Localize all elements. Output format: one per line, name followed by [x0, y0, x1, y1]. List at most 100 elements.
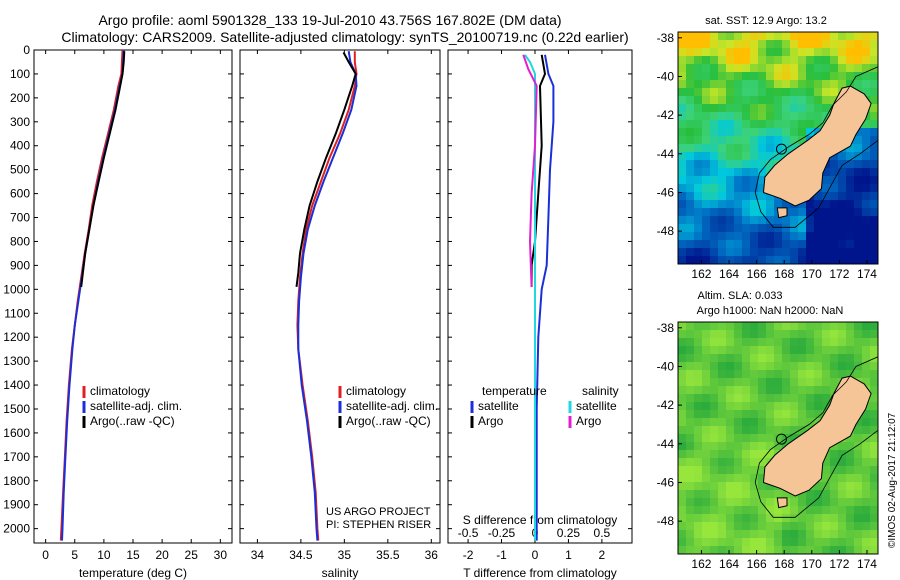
header-title-line1: Argo profile: aoml 5901328_133 19-Jul-20… [98, 12, 562, 28]
x-tick-label: 5 [71, 548, 78, 562]
map-y-tick-label: -44 [657, 437, 675, 451]
x-tick-label: 30 [214, 548, 228, 562]
series-line-satellite-adj-clim- [297, 51, 358, 541]
y-tick-label: 600 [10, 187, 30, 201]
map-x-tick-label: 172 [829, 557, 849, 571]
map-x-tick-label: 162 [691, 267, 711, 281]
map-y-tick-label: -44 [657, 147, 675, 161]
map-grid-sst [678, 32, 878, 264]
map-x-tick-label: 166 [747, 557, 767, 571]
map-x-tick-label: 172 [829, 267, 849, 281]
legend-label: Argo(..raw -QC) [346, 414, 431, 428]
south-island-land [762, 375, 872, 497]
map-sla [677, 321, 879, 555]
stewart-island-land [776, 207, 788, 219]
x-tick-label: 0 [42, 548, 49, 562]
map-subtitle-sla: Argo h1000: NaN h2000: NaN [697, 305, 844, 317]
x-tick-label: 0 [532, 548, 539, 562]
series-line-argo-raw-qc- [295, 51, 357, 288]
map-x-tick-label: 166 [747, 267, 767, 281]
map-grid-sla [678, 322, 878, 554]
map-y-tick-label: -42 [657, 108, 675, 122]
legend-label: climatology [90, 384, 150, 398]
x-tick-label: 34.5 [289, 548, 313, 562]
legend-label: Argo(..raw -QC) [90, 414, 175, 428]
map-title-sla: Altim. SLA: 0.033 [698, 290, 783, 302]
y-tick-label: 1700 [3, 450, 30, 464]
legend-title-salinity: salinity [582, 384, 619, 398]
x-axis-top-label: S difference from climatology [463, 513, 618, 527]
y-tick-label: 100 [10, 67, 30, 81]
credit-pi: PI: STEPHEN RISER [326, 519, 432, 531]
argo-position-marker [775, 143, 787, 155]
legend-label: satellite-adj. clim. [90, 399, 182, 413]
legend-label: Argo [478, 414, 504, 428]
x-tick-label: 15 [126, 548, 140, 562]
x-tick-label: -1 [496, 548, 507, 562]
y-tick-label: 1600 [3, 426, 30, 440]
plot-frame-temperature-profile [33, 49, 233, 544]
y-tick-label: 500 [10, 163, 30, 177]
y-tick-label: 400 [10, 139, 30, 153]
y-tick-label: 700 [10, 211, 30, 225]
map-y-tick-label: -42 [657, 398, 675, 412]
map-y-tick-label: -46 [657, 185, 675, 199]
x-tick-label: 25 [185, 548, 199, 562]
depth-contour [754, 356, 878, 518]
map-y-tick-label: -48 [657, 514, 675, 528]
x-tick-top-label: -0.5 [458, 526, 479, 540]
map-y-tick-label: -40 [657, 359, 675, 373]
y-tick-label: 0 [23, 43, 30, 57]
credit-project: US ARGO PROJECT [326, 506, 431, 518]
map-x-tick-label: 164 [719, 557, 739, 571]
imos-timestamp: ©IMOS 02-Aug-2017 21:12:07 [887, 412, 898, 548]
map-sst [677, 31, 879, 265]
map-y-tick-label: -48 [657, 224, 675, 238]
map-x-tick-label: 174 [857, 267, 877, 281]
legend-label: satellite [478, 399, 519, 413]
map-x-tick-label: 170 [802, 267, 822, 281]
south-island-land [762, 85, 872, 207]
map-frame [677, 321, 879, 555]
series-line-temperature-satellite [535, 54, 555, 541]
series-line-temperature-argo [530, 54, 547, 287]
y-tick-label: 800 [10, 234, 30, 248]
y-tick-label: 300 [10, 115, 30, 129]
x-tick-label: 36 [425, 548, 439, 562]
x-tick-label: 20 [155, 548, 169, 562]
map-y-tick-label: -40 [657, 69, 675, 83]
y-tick-label: 1100 [4, 306, 30, 320]
header-title-line2: Climatology: CARS2009. Satellite-adjuste… [61, 29, 629, 45]
series-line-argo-raw-qc- [80, 51, 126, 288]
legend-label: satellite-adj. clim. [346, 399, 438, 413]
legend-label: satellite [576, 399, 617, 413]
map-x-tick-label: 170 [802, 557, 822, 571]
stewart-island-land [776, 497, 788, 509]
series-line-salinity-argo [522, 54, 538, 287]
x-axis-label: salinity [322, 566, 359, 580]
map-y-tick-label: -38 [657, 321, 675, 335]
legend-label: Argo [576, 414, 602, 428]
x-axis-label: temperature (deg C) [79, 566, 187, 580]
x-tick-label: 35.5 [376, 548, 400, 562]
y-tick-label: 1900 [3, 498, 30, 512]
depth-contour [754, 66, 878, 228]
x-tick-label: 34 [251, 548, 265, 562]
y-tick-label: 1500 [3, 402, 30, 416]
y-tick-label: 1400 [3, 378, 30, 392]
x-tick-top-label: -0.25 [488, 526, 516, 540]
y-tick-label: 2000 [3, 522, 30, 536]
map-x-tick-label: 164 [719, 267, 739, 281]
y-tick-label: 900 [10, 258, 30, 272]
argo-position-marker [775, 433, 787, 445]
y-tick-label: 200 [10, 91, 30, 105]
x-tick-top-label: 0.5 [594, 526, 611, 540]
legend-title-temperature: temperature [482, 384, 547, 398]
map-y-tick-label: -38 [657, 31, 675, 45]
x-tick-label: 1 [565, 548, 572, 562]
y-tick-label: 1300 [3, 354, 30, 368]
x-tick-label: 2 [599, 548, 606, 562]
y-tick-label: 1000 [3, 282, 30, 296]
